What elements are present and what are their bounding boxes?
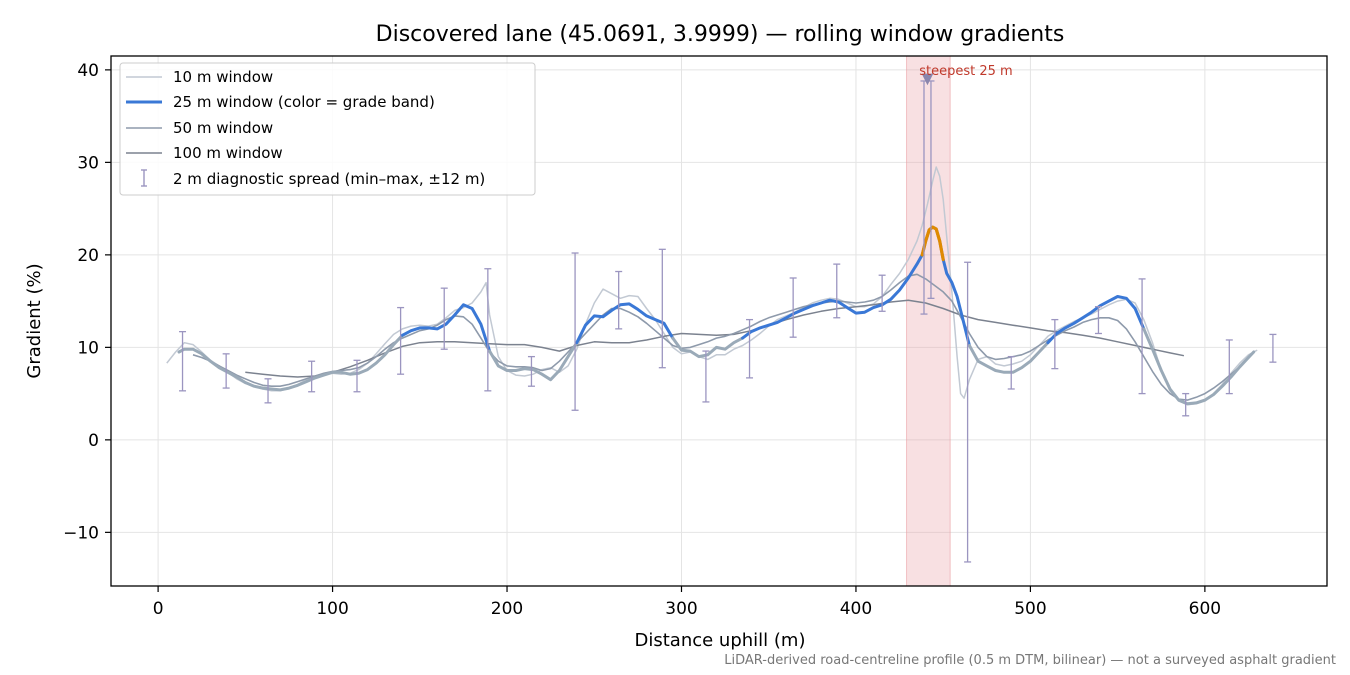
errorbar: [1269, 333, 1277, 363]
y-axis-label: Gradient (%): [24, 263, 45, 378]
errorbar: [789, 277, 797, 338]
x-tick-label: 500: [1014, 599, 1046, 619]
steepest-marker: [921, 73, 934, 86]
y-tick-label: 10: [77, 338, 99, 358]
y-tick-label: 20: [77, 246, 99, 266]
errorbar: [308, 360, 316, 393]
series-25m-window-segment: [488, 341, 579, 382]
series-25m-window-segment: [177, 333, 404, 392]
footer-note: LiDAR-derived road-centreline profile (0…: [724, 653, 1336, 668]
legend-label-w100: 100 m window: [173, 144, 283, 162]
errorbar: [615, 270, 623, 330]
errorbar: [1138, 278, 1146, 395]
errorbar: [746, 318, 754, 379]
errorbar: [571, 252, 579, 411]
series-25m-window-segment: [967, 341, 1050, 374]
chart-title: Discovered lane (45.0691, 3.9999) — roll…: [376, 22, 1065, 47]
errorbar-layer: [179, 80, 1277, 563]
x-tick-label: 300: [665, 599, 697, 619]
y-tick-label: 0: [88, 431, 99, 451]
errorbar: [1007, 355, 1015, 390]
errorbar: [878, 274, 886, 312]
errorbar: [440, 287, 448, 350]
y-tick-label: 30: [77, 153, 99, 173]
series-25m-window-segment: [400, 303, 492, 353]
legend-box: [119, 62, 536, 196]
errorbar: [833, 263, 841, 319]
series-25m-window-segment: [1142, 327, 1256, 406]
errorbar: [1051, 318, 1059, 370]
x-axis-ticks: 0 100 200 300 400 500 600: [153, 586, 1221, 619]
series-25m-window-segment: [741, 225, 971, 347]
errorbar: [484, 268, 492, 392]
plot-frame: [110, 55, 1328, 587]
legend-swatch-errorbar: [141, 169, 147, 187]
series-layer: [166, 166, 1258, 406]
x-tick-label: 400: [840, 599, 872, 619]
series-100m-window: [245, 299, 1185, 378]
legend-label-errorbar: 2 m diagnostic spread (min–max, ±12 m): [173, 170, 485, 188]
legend-label-w25: 25 m window (color = grade band): [173, 93, 435, 111]
errorbar: [1182, 392, 1190, 417]
x-axis-label: Distance uphill (m): [635, 630, 806, 651]
errorbar: [658, 248, 666, 369]
y-axis-ticks: −10 0 10 20 30 40: [63, 61, 111, 543]
errorbar: [353, 359, 361, 393]
x-tick-label: 600: [1189, 599, 1221, 619]
series-25m-window-segment: [1046, 295, 1146, 345]
errorbar: [1094, 306, 1102, 335]
errorbar: [222, 353, 230, 389]
series-25m-window-steep-segment: [920, 225, 945, 262]
series-10m-window: [166, 166, 1258, 406]
legend-label-w50: 50 m window: [173, 119, 273, 137]
steepest-marker-layer: [921, 73, 934, 86]
errorbar: [264, 378, 272, 404]
errorbar: [397, 306, 405, 375]
legend: 10 m window 25 m window (color = grade b…: [119, 62, 536, 196]
x-tick-label: 0: [153, 599, 164, 619]
series-25m-window-segment: [671, 336, 745, 359]
x-tick-label: 200: [491, 599, 523, 619]
steepest-band-layer: [906, 55, 951, 587]
series-25m-window-segment: [575, 302, 675, 345]
series-50m-window: [192, 273, 1241, 401]
y-tick-label: −10: [63, 523, 99, 543]
errorbar: [527, 355, 535, 387]
errorbar: [1225, 339, 1233, 395]
y-tick-label: 40: [77, 61, 99, 81]
errorbar: [964, 261, 972, 563]
steepest-annotation: steepest 25 m: [919, 64, 1012, 79]
legend-label-w10: 10 m window: [173, 68, 273, 86]
errorbar: [702, 350, 710, 403]
x-tick-label: 100: [316, 599, 348, 619]
steepest-band: [906, 55, 951, 587]
errorbar: [179, 330, 187, 392]
